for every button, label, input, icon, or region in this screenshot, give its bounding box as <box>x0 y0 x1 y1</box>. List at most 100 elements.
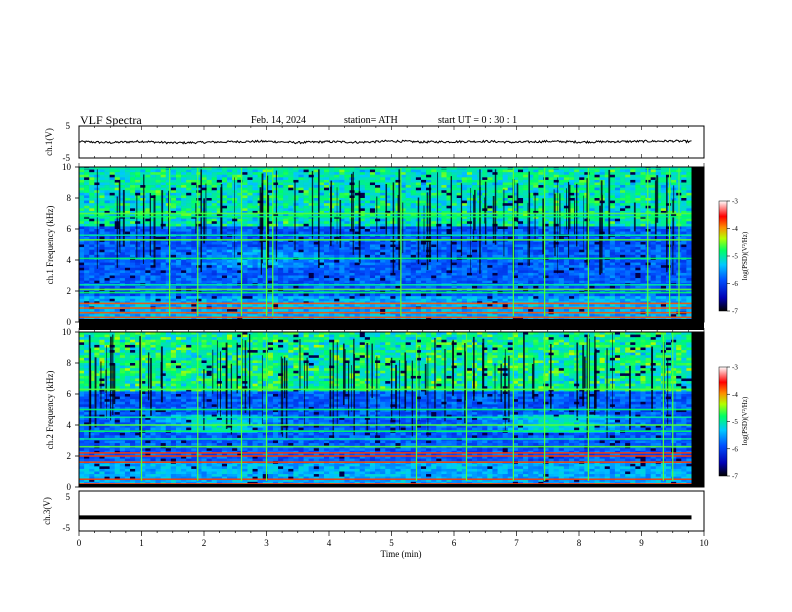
spectrogram-cell <box>130 213 136 217</box>
spectrogram-cell <box>472 241 478 245</box>
spectrogram-cell <box>405 262 412 266</box>
spectrogram-cell <box>196 309 202 312</box>
spectrogram-cell <box>181 298 187 302</box>
spectrogram-cell <box>395 182 401 186</box>
spectrogram-cell <box>400 296 406 300</box>
spectrogram-cell <box>196 293 202 297</box>
spectrogram-cell <box>109 280 116 284</box>
spectrogram-cell <box>487 262 493 266</box>
spectrogram-cell <box>278 296 284 300</box>
spectrogram-cell <box>324 272 330 276</box>
spectrogram-cell <box>175 249 182 253</box>
spectrogram-cell <box>492 270 498 274</box>
spectrogram-cell <box>482 303 488 307</box>
spectrogram-cell <box>201 185 207 188</box>
spectrogram-cell <box>349 249 355 253</box>
spectrogram-cell <box>170 205 177 209</box>
spectrogram-cell <box>257 265 264 269</box>
spectrogram-cell <box>135 275 141 279</box>
spectrogram-cell <box>89 285 95 289</box>
spectrogram-cell <box>451 252 457 256</box>
spectrogram-cell <box>89 179 95 183</box>
spectrogram-cell <box>431 267 437 271</box>
spectrogram-cell <box>84 179 90 183</box>
spectrogram-cell <box>196 270 202 274</box>
spectrogram-cell <box>487 200 493 204</box>
spectrogram-cell <box>400 203 406 207</box>
spectrogram-cell <box>227 316 233 320</box>
spectrogram-cell <box>196 241 202 245</box>
spectrogram-cell <box>354 309 361 312</box>
spectrogram-cell <box>283 179 289 183</box>
spectrogram-cell <box>395 244 401 248</box>
spectrogram-cell <box>456 179 463 183</box>
spectrogram-cell <box>104 187 110 191</box>
spectrogram-cell <box>477 296 483 300</box>
spectrogram-cell <box>130 231 136 235</box>
spectrogram-cell <box>114 192 121 196</box>
spectrogram-cell <box>349 278 355 281</box>
spectrogram-cell <box>211 262 218 266</box>
spectrogram-cell <box>329 231 335 235</box>
spectrogram-cell <box>262 231 269 235</box>
spectrogram-cell <box>487 177 493 181</box>
spectrogram-cell <box>400 195 406 199</box>
spectrogram-cell <box>140 270 146 274</box>
spectrogram-cell <box>227 177 233 181</box>
spectrogram-cell <box>380 296 386 300</box>
spectrogram-cell <box>456 198 463 201</box>
spectrogram-cell <box>441 195 447 199</box>
spectrogram-cell <box>201 249 207 253</box>
spectrogram-cell <box>461 309 468 312</box>
spectrogram-cell <box>247 218 253 222</box>
spectrogram-cell <box>186 229 192 232</box>
spectrogram-cell <box>441 218 447 222</box>
spectrogram-cell <box>150 309 156 312</box>
spectrogram-cell <box>298 247 304 250</box>
spectrogram-cell <box>369 262 376 266</box>
spectrogram-cell <box>257 314 264 318</box>
spectrogram-cell <box>232 198 238 201</box>
spectrogram-cell <box>410 272 417 276</box>
spectrogram-cell <box>344 260 350 263</box>
spectrogram-cell <box>313 252 320 256</box>
spectrogram-cell <box>313 265 320 269</box>
spectrogram-cell <box>298 239 304 243</box>
spectrogram-cell <box>456 218 463 222</box>
spectrogram-cell <box>293 223 299 227</box>
spectrogram-cell <box>227 216 233 219</box>
spectrogram-cell <box>181 221 187 225</box>
spectrogram-cell <box>191 278 197 281</box>
spectrogram-cell <box>380 223 386 227</box>
spectrogram-cell <box>216 231 223 235</box>
spectrogram-cell <box>308 303 315 307</box>
spectrogram-cell <box>160 213 167 217</box>
spectrogram-cell <box>303 278 309 281</box>
spectrogram-cell <box>221 316 228 320</box>
date-label: Feb. 14, 2024 <box>251 115 306 126</box>
spectrogram-cell <box>339 236 345 240</box>
spectrogram-cell <box>313 309 320 312</box>
spectrogram-cell <box>405 182 412 186</box>
spectrogram-cell <box>247 210 253 214</box>
spectrogram-cell <box>375 200 381 204</box>
spectrogram-cell <box>247 216 253 219</box>
spectrogram-cell <box>283 223 289 227</box>
spectrogram-cell <box>380 236 386 240</box>
spectrogram-cell <box>109 265 116 269</box>
spectrogram-cell <box>344 231 350 235</box>
spectrogram-cell <box>446 172 452 176</box>
spectrogram-cell <box>466 293 473 297</box>
spectrogram-cell <box>334 174 340 178</box>
spectrogram-cell <box>324 296 330 300</box>
spectrogram-cell <box>344 303 350 307</box>
spectrogram-cell <box>359 190 366 194</box>
spectrogram-cell <box>308 239 315 243</box>
spectrogram-cell <box>104 252 110 256</box>
spectrogram-cell <box>267 203 274 207</box>
spectrogram-cell <box>272 296 279 300</box>
spectrogram-cell <box>344 267 350 271</box>
spectrogram-cell <box>186 195 192 199</box>
spectrogram-cell <box>99 187 105 191</box>
spectrogram-cell <box>165 278 172 281</box>
